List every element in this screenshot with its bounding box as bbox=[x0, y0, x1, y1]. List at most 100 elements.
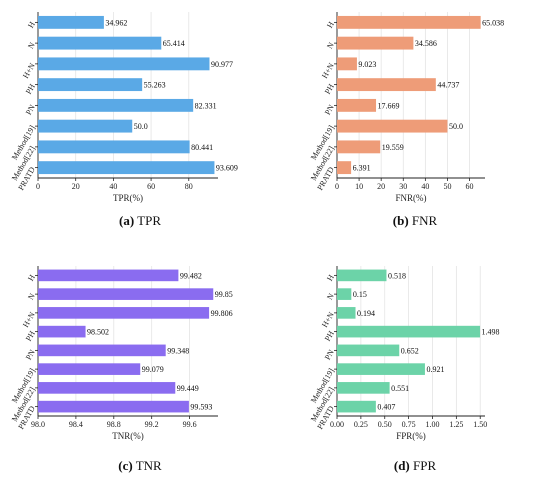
tpr-bar bbox=[38, 98, 194, 112]
tnr-x-tick-label: 98.8 bbox=[107, 420, 121, 429]
fnr-x-tick-label: 10 bbox=[355, 182, 363, 191]
fpr-x-tick-label: 0.25 bbox=[354, 420, 368, 429]
tpr-x-tick-label: 80 bbox=[185, 182, 193, 191]
tpr-bar bbox=[38, 57, 210, 71]
fnr-bar bbox=[337, 36, 414, 50]
tpr-bar bbox=[38, 161, 215, 175]
tnr-category-label: PH bbox=[24, 329, 37, 343]
fnr-bar bbox=[337, 57, 357, 71]
fpr-value-label: 0.551 bbox=[391, 384, 409, 393]
fnr-value-label: 9.023 bbox=[358, 60, 376, 69]
fpr-category-label: PN bbox=[323, 348, 336, 362]
fnr-x-tick-label: 50 bbox=[443, 182, 451, 191]
tnr-bar bbox=[38, 363, 141, 375]
tpr-x-axis-label: TPR(%) bbox=[113, 193, 143, 203]
tpr-value-label: 82.331 bbox=[195, 101, 217, 110]
tpr-x-tick-label: 20 bbox=[72, 182, 80, 191]
fnr-bar bbox=[337, 98, 377, 112]
tpr-category-label: N bbox=[26, 41, 37, 51]
fnr-category-label: PH bbox=[323, 82, 336, 96]
tnr-category-label: H bbox=[26, 273, 37, 283]
fpr-value-label: 0.652 bbox=[401, 346, 419, 355]
fnr-bar bbox=[337, 78, 436, 92]
tnr-bar bbox=[38, 325, 86, 338]
fpr-chart: 0.00 0.25 0.50 0.75 1.00 1.25 1.50 0.518 H 0.15 N 0… bbox=[309, 266, 500, 473]
tnr-category-label: N bbox=[26, 292, 37, 302]
fnr-x-tick-label: 30 bbox=[399, 182, 407, 191]
tpr-x-tick-label: 0 bbox=[36, 182, 40, 191]
fnr-category-label: PN bbox=[323, 103, 336, 117]
tpr-bar bbox=[38, 119, 133, 133]
fnr-bar bbox=[337, 140, 381, 154]
tnr-x-tick-label: 98.0 bbox=[31, 420, 45, 429]
tpr-value-label: 65.414 bbox=[163, 39, 185, 48]
fpr-bar bbox=[337, 269, 387, 282]
tnr-value-label: 99.593 bbox=[190, 403, 212, 412]
tnr-category-label: PN bbox=[24, 348, 37, 362]
fpr-value-label: 0.518 bbox=[388, 271, 406, 280]
tnr-value-label: 99.806 bbox=[211, 309, 233, 318]
fpr-value-label: 0.15 bbox=[353, 290, 367, 299]
fpr-x-tick-label: 1.00 bbox=[425, 420, 439, 429]
fpr-x-tick-label: 1.25 bbox=[449, 420, 463, 429]
fpr-category-label: H+N bbox=[320, 310, 336, 329]
fnr-category-label: H bbox=[325, 20, 336, 30]
tnr-value-label: 99.348 bbox=[167, 346, 189, 355]
fnr-value-label: 65.038 bbox=[482, 18, 504, 27]
fpr-value-label: 0.921 bbox=[426, 365, 444, 374]
tnr-bar bbox=[38, 382, 176, 394]
fnr-x-tick-label: 20 bbox=[377, 182, 385, 191]
tpr-chart: 0 20 40 60 80 34.962 H 65.414 N 90.977 H+N 55.263 PH… bbox=[10, 12, 238, 228]
fpr-x-tick-label: 0.75 bbox=[402, 420, 416, 429]
tnr-caption: (c) TNR bbox=[118, 458, 162, 473]
tpr-category-label: H+N bbox=[21, 61, 37, 80]
fpr-x-axis-label: FPR(%) bbox=[396, 431, 426, 441]
tnr-bar bbox=[38, 344, 166, 357]
tpr-value-label: 93.609 bbox=[216, 164, 238, 173]
fnr-bar bbox=[337, 161, 352, 175]
fnr-value-label: 44.737 bbox=[437, 81, 459, 90]
fpr-x-tick-label: 1.50 bbox=[473, 420, 487, 429]
tpr-bar bbox=[38, 140, 190, 154]
tnr-value-label: 99.449 bbox=[177, 384, 199, 393]
tnr-x-tick-label: 99.2 bbox=[145, 420, 159, 429]
fnr-value-label: 17.669 bbox=[378, 101, 400, 110]
tpr-bar bbox=[38, 36, 162, 50]
fpr-category-label: PH bbox=[323, 329, 336, 343]
fnr-x-tick-label: 0 bbox=[335, 182, 339, 191]
fnr-value-label: 19.559 bbox=[382, 143, 404, 152]
tnr-chart: 98.0 98.4 98.8 99.2 99.6 99.482 H 99.85 N 99.806 H… bbox=[10, 266, 233, 473]
tpr-category-label: H bbox=[26, 20, 37, 30]
tnr-bar bbox=[38, 269, 179, 282]
tnr-value-label: 98.502 bbox=[87, 328, 109, 337]
fpr-caption: (d) FPR bbox=[394, 458, 437, 473]
fpr-x-tick-label: 0.50 bbox=[378, 420, 392, 429]
fnr-chart: 0 10 20 30 40 50 60 65.038 H 34.586 N 9.023 H+N 44.73… bbox=[309, 12, 504, 228]
fnr-x-tick-label: 40 bbox=[421, 182, 429, 191]
tnr-x-axis-label: TNR(%) bbox=[112, 431, 144, 441]
fpr-value-label: 0.407 bbox=[377, 403, 395, 412]
tpr-value-label: 50.0 bbox=[134, 122, 148, 131]
fpr-bar bbox=[337, 288, 352, 300]
tpr-value-label: 80.441 bbox=[191, 143, 213, 152]
tnr-x-tick-label: 99.6 bbox=[183, 420, 197, 429]
fpr-bar bbox=[337, 382, 390, 394]
tpr-category-label: PN bbox=[24, 103, 37, 117]
tpr-bar bbox=[38, 78, 143, 92]
fnr-bar bbox=[337, 119, 448, 133]
tnr-category-label: H+N bbox=[21, 310, 37, 329]
tnr-bar bbox=[38, 288, 214, 300]
tpr-bar bbox=[38, 15, 104, 29]
fnr-bar bbox=[337, 15, 481, 29]
tpr-category-label: PH bbox=[24, 82, 37, 96]
tnr-value-label: 99.482 bbox=[180, 271, 202, 280]
tpr-x-tick-label: 40 bbox=[109, 182, 117, 191]
fnr-value-label: 34.586 bbox=[415, 39, 437, 48]
fpr-bar bbox=[337, 363, 425, 375]
tnr-x-tick-label: 98.4 bbox=[69, 420, 83, 429]
tnr-bar bbox=[38, 307, 210, 319]
fnr-value-label: 6.391 bbox=[353, 164, 371, 173]
fpr-bar bbox=[337, 344, 400, 357]
tpr-x-tick-label: 60 bbox=[147, 182, 155, 191]
tnr-value-label: 99.85 bbox=[215, 290, 233, 299]
